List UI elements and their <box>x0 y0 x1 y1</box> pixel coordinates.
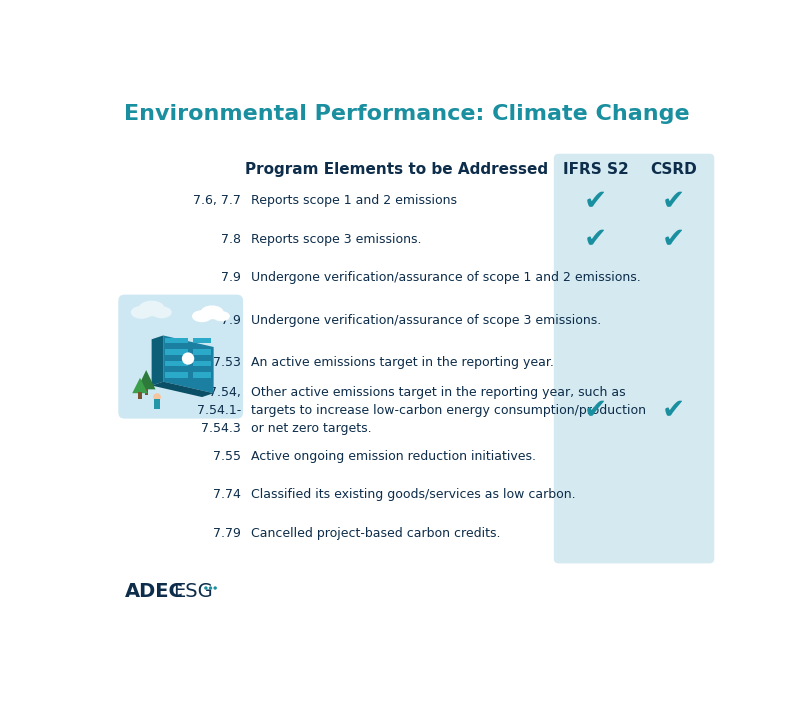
Text: ESG: ESG <box>173 582 213 601</box>
Ellipse shape <box>192 310 212 322</box>
Bar <box>193 349 211 355</box>
Ellipse shape <box>200 305 224 320</box>
Text: An active emissions target in the reporting year.: An active emissions target in the report… <box>251 356 554 369</box>
Text: Reports scope 1 and 2 emissions: Reports scope 1 and 2 emissions <box>251 195 457 207</box>
Bar <box>145 388 147 395</box>
Polygon shape <box>137 370 156 389</box>
Text: 7.55: 7.55 <box>213 450 241 463</box>
Bar <box>193 373 211 378</box>
Text: 7.54,
7.54.1-
7.54.3: 7.54, 7.54.1- 7.54.3 <box>197 386 241 435</box>
Bar <box>154 398 160 408</box>
FancyBboxPatch shape <box>118 295 243 419</box>
Circle shape <box>204 586 207 590</box>
Text: 7.79: 7.79 <box>213 527 241 540</box>
Text: Other active emissions target in the reporting year, such as
targets to increase: Other active emissions target in the rep… <box>251 386 646 435</box>
Circle shape <box>214 586 217 590</box>
Text: 7.8: 7.8 <box>221 233 241 246</box>
Polygon shape <box>151 335 164 386</box>
Text: ✔: ✔ <box>662 225 684 253</box>
Bar <box>164 349 188 355</box>
Bar <box>164 373 188 378</box>
Text: ✔: ✔ <box>584 225 608 253</box>
Text: Active ongoing emission reduction initiatives.: Active ongoing emission reduction initia… <box>251 450 536 463</box>
Polygon shape <box>164 335 214 393</box>
Bar <box>164 338 188 343</box>
Text: IFRS S2: IFRS S2 <box>563 163 629 178</box>
Text: ✔: ✔ <box>584 187 608 214</box>
Text: 7.53: 7.53 <box>213 356 241 369</box>
Text: Classified its existing goods/services as low carbon.: Classified its existing goods/services a… <box>251 488 575 501</box>
Text: Environmental Performance: Climate Change: Environmental Performance: Climate Chang… <box>125 104 690 124</box>
Text: ✔: ✔ <box>662 396 684 424</box>
Text: Cancelled project-based carbon credits.: Cancelled project-based carbon credits. <box>251 527 501 540</box>
Text: Program Elements to be Addressed: Program Elements to be Addressed <box>245 163 548 178</box>
Text: Undergone verification/assurance of scope 1 and 2 emissions.: Undergone verification/assurance of scop… <box>251 271 641 284</box>
Text: Undergone verification/assurance of scope 3 emissions.: Undergone verification/assurance of scop… <box>251 314 601 327</box>
Ellipse shape <box>139 300 164 317</box>
Polygon shape <box>132 378 147 393</box>
Bar <box>193 361 211 366</box>
Text: 7.9: 7.9 <box>221 271 241 284</box>
Text: ✔: ✔ <box>584 396 608 424</box>
Circle shape <box>182 352 194 365</box>
FancyBboxPatch shape <box>554 154 714 563</box>
Text: 7.9: 7.9 <box>221 314 241 327</box>
Text: Reports scope 3 emissions.: Reports scope 3 emissions. <box>251 233 421 246</box>
Text: CSRD: CSRD <box>650 163 697 178</box>
Ellipse shape <box>213 311 230 322</box>
Text: 7.74: 7.74 <box>213 488 241 501</box>
Ellipse shape <box>151 306 172 318</box>
Text: 7.6, 7.7: 7.6, 7.7 <box>193 195 241 207</box>
Bar <box>193 338 211 343</box>
Circle shape <box>153 393 161 401</box>
Bar <box>164 361 188 366</box>
Text: ✔: ✔ <box>662 187 684 214</box>
Text: ADEC: ADEC <box>125 582 183 601</box>
Bar <box>139 393 142 398</box>
Circle shape <box>209 586 212 590</box>
Polygon shape <box>151 382 214 397</box>
Ellipse shape <box>130 306 152 319</box>
